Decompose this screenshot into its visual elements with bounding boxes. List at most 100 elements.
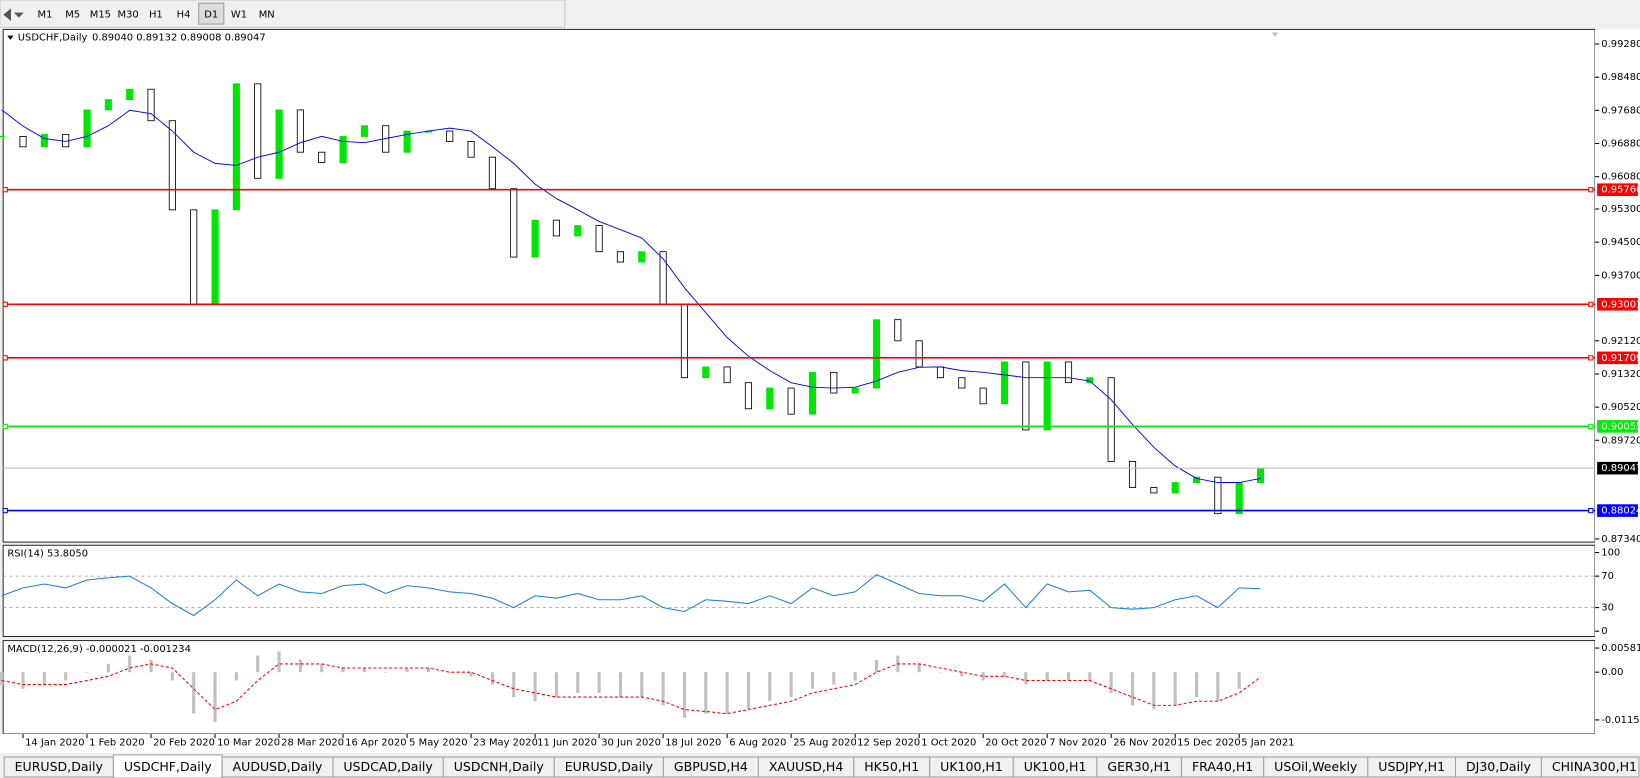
level-anchor[interactable]: [2, 423, 8, 430]
tab[interactable]: HK50,H1: [853, 756, 931, 778]
macd-bar: [725, 672, 729, 714]
level-anchor[interactable]: [2, 301, 8, 307]
tab-label[interactable]: AUDUSD,Daily: [233, 759, 323, 774]
tab[interactable]: USDCAD,Daily: [332, 756, 444, 778]
y-tick-label: 100: [1601, 548, 1620, 559]
tab[interactable]: EURUSD,Daily: [553, 756, 664, 778]
tab-label[interactable]: USDCNH,Daily: [454, 759, 545, 774]
tab[interactable]: UK100,H1: [929, 756, 1014, 778]
x-tick-label: 1 Oct 2020: [921, 737, 976, 748]
tab-label[interactable]: EURUSD,Daily: [565, 759, 654, 774]
timeframe-label[interactable]: M5: [65, 10, 80, 21]
tab-bg[interactable]: [1540, 756, 1640, 778]
chart-ohlc: 0.89040 0.89132 0.89008 0.89047: [92, 33, 266, 44]
tab-label[interactable]: USDCAD,Daily: [343, 759, 433, 774]
macd-bar: [341, 668, 345, 673]
candle: [936, 366, 945, 379]
level-label: 0.91709: [1601, 353, 1640, 364]
y-tick-label: 0.91320: [1601, 369, 1640, 380]
tab-label[interactable]: USDJPY,H1: [1378, 759, 1445, 774]
level-anchor[interactable]: [2, 507, 8, 514]
tab[interactable]: AUDUSD,Daily: [221, 756, 334, 778]
panel-title: MACD(12,26,9) -0.000021 -0.001234: [7, 644, 191, 655]
macd-bar: [640, 672, 644, 698]
y-tick-label: 0.96080: [1601, 172, 1640, 183]
tab-label[interactable]: CHINA300,H1: [1552, 759, 1637, 774]
macd-bar: [1237, 672, 1241, 689]
macd-bar: [1152, 672, 1156, 710]
panel-arrow: [7, 35, 14, 40]
y-tick-label: 0.00: [1601, 667, 1623, 678]
macd-bar: [85, 672, 89, 673]
tab-label[interactable]: HK50,H1: [864, 759, 919, 774]
level-anchor[interactable]: [1588, 187, 1594, 193]
level-anchor[interactable]: [1588, 507, 1594, 514]
level-anchor[interactable]: [1588, 301, 1594, 307]
tab[interactable]: FRA40,H1: [1180, 756, 1265, 778]
timeframe-label[interactable]: D1: [204, 10, 218, 21]
candle: [702, 366, 710, 379]
macd-bar: [853, 672, 857, 681]
tab-label[interactable]: EURUSD,Daily: [15, 759, 104, 774]
x-tick-label: 7 Nov 2020: [1049, 737, 1106, 748]
level-anchor[interactable]: [2, 355, 8, 361]
y-tick-label: 0.90520: [1601, 402, 1640, 413]
tab[interactable]: DJ30,Daily: [1455, 756, 1542, 778]
macd-bar: [448, 672, 452, 673]
timeframe-label[interactable]: M1: [38, 10, 53, 21]
tab[interactable]: GBPUSD,H4: [662, 756, 759, 778]
tab[interactable]: CHINA300,H1: [1540, 756, 1640, 778]
timeframe-label[interactable]: H4: [177, 10, 191, 21]
toolbar-icon[interactable]: [3, 8, 24, 22]
tab-label[interactable]: FRA40,H1: [1192, 759, 1253, 774]
macd-bar: [42, 672, 46, 685]
candle: [1107, 377, 1115, 462]
x-tick-label: 5 May 2020: [409, 737, 467, 748]
tab[interactable]: EURUSD,Daily: [3, 756, 114, 778]
signal-line: [1, 663, 1261, 715]
tab-label[interactable]: UK100,H1: [940, 759, 1003, 774]
macd-bar: [832, 672, 836, 685]
macd-bar: [1024, 672, 1028, 685]
timeframe-label[interactable]: MN: [259, 10, 275, 21]
candle: [894, 319, 902, 342]
tab-label[interactable]: DJ30,Daily: [1466, 759, 1532, 774]
tab[interactable]: USOil,Weekly: [1263, 756, 1369, 778]
tab[interactable]: UK100,H1: [1012, 756, 1098, 778]
candle: [872, 319, 881, 389]
tab[interactable]: USDCNH,Daily: [442, 756, 555, 778]
candle: [147, 88, 155, 122]
tab-label[interactable]: XAUUSD,H4: [769, 759, 844, 774]
level-label-bg: [1597, 420, 1638, 433]
macd-bar: [0, 672, 4, 685]
tab-label[interactable]: GBPUSD,H4: [674, 759, 748, 774]
y-tick-label: 30: [1601, 603, 1614, 614]
candle: [40, 133, 48, 148]
timeframe-label[interactable]: W1: [231, 10, 247, 21]
tab-label[interactable]: UK100,H1: [1024, 759, 1087, 774]
candle: [83, 109, 91, 148]
tab[interactable]: USDJPY,H1: [1367, 756, 1457, 778]
timeframe-label[interactable]: M30: [118, 10, 139, 21]
level-label: 0.93001: [1601, 299, 1640, 310]
macd-bar: [917, 663, 921, 673]
level-anchor[interactable]: [2, 187, 8, 193]
level-anchor[interactable]: [1588, 423, 1594, 430]
timeframe-button[interactable]: [198, 2, 225, 25]
tab-label[interactable]: USDCHF,Daily: [124, 759, 212, 774]
tab[interactable]: GER30,H1: [1096, 756, 1183, 778]
candle: [190, 209, 198, 305]
timeframe-label[interactable]: H1: [149, 10, 163, 21]
macd-bar: [576, 672, 580, 693]
candle: [1214, 476, 1222, 515]
tab[interactable]: USDCHF,Daily: [112, 754, 223, 778]
candle: [126, 88, 134, 100]
x-tick-label: 6 Aug 2020: [729, 737, 786, 748]
tab-label[interactable]: USOil,Weekly: [1274, 759, 1358, 774]
tab-label[interactable]: GER30,H1: [1107, 759, 1171, 774]
tab[interactable]: XAUUSD,H4: [757, 756, 855, 778]
timeframe-label[interactable]: M15: [90, 10, 111, 21]
macd-bar: [874, 659, 879, 673]
level-anchor[interactable]: [1588, 355, 1594, 361]
